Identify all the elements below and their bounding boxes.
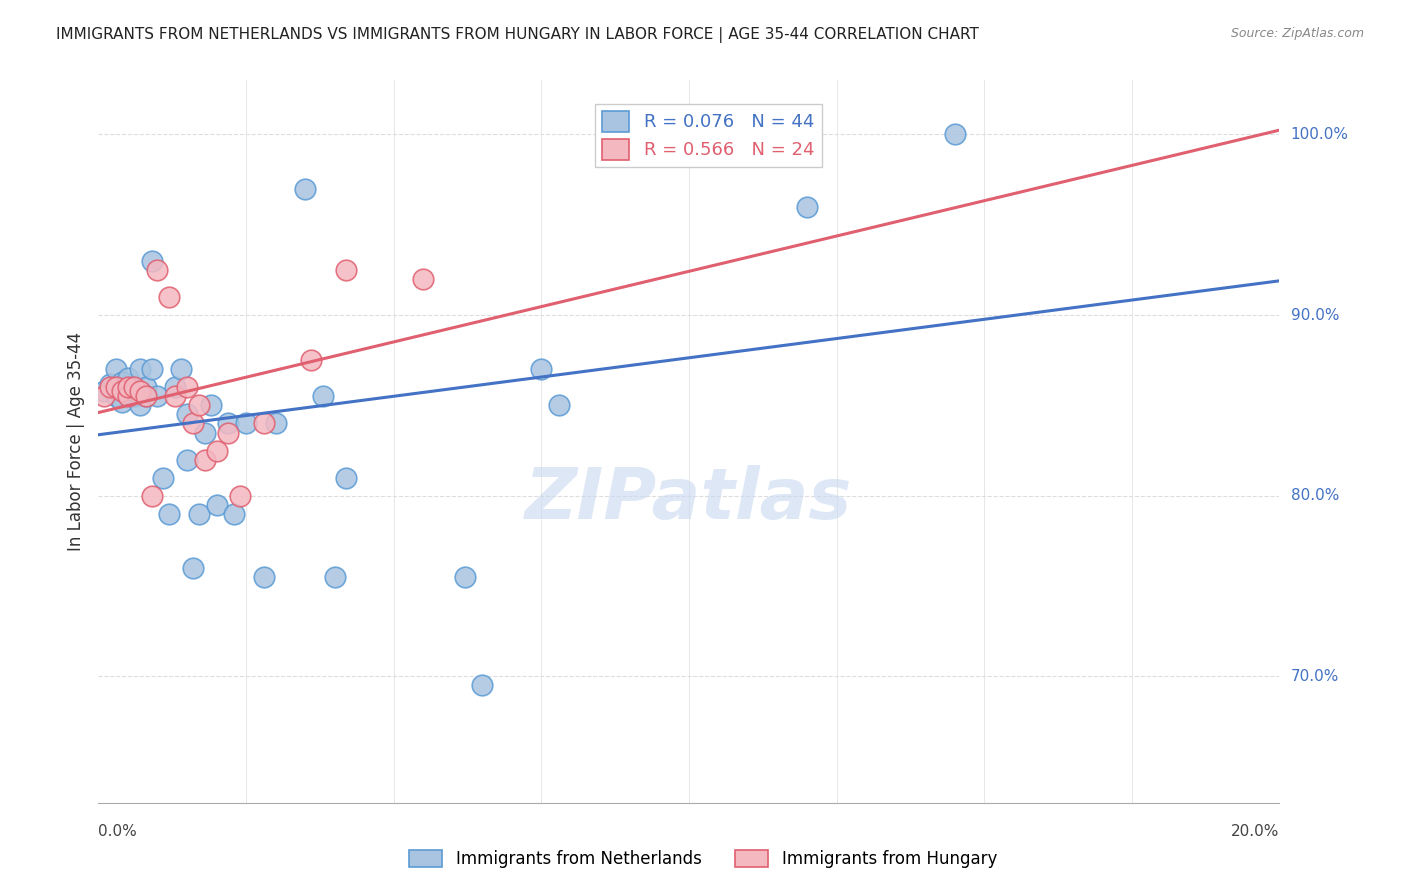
Immigrants from Netherlands xyxy=(224,507,246,521)
Immigrants from Hungary xyxy=(412,272,434,286)
Immigrants from Netherlands xyxy=(453,570,475,584)
Text: 20.0%: 20.0% xyxy=(1232,824,1279,839)
Text: ZIPatlas: ZIPatlas xyxy=(526,465,852,533)
Immigrants from Netherlands xyxy=(157,507,180,521)
Immigrants from Netherlands xyxy=(796,200,818,214)
Immigrants from Netherlands xyxy=(117,380,139,394)
Immigrants from Netherlands xyxy=(235,417,257,431)
Immigrants from Netherlands xyxy=(548,398,571,412)
Immigrants from Hungary xyxy=(141,489,163,503)
Immigrants from Hungary xyxy=(98,380,121,394)
Immigrants from Netherlands xyxy=(135,389,157,403)
Text: IMMIGRANTS FROM NETHERLANDS VS IMMIGRANTS FROM HUNGARY IN LABOR FORCE | AGE 35-4: IMMIGRANTS FROM NETHERLANDS VS IMMIGRANT… xyxy=(56,27,979,43)
Text: 0.0%: 0.0% xyxy=(98,824,138,839)
Immigrants from Netherlands xyxy=(165,380,187,394)
Immigrants from Hungary xyxy=(176,380,198,394)
Immigrants from Hungary xyxy=(128,384,150,398)
Text: 80.0%: 80.0% xyxy=(1291,488,1339,503)
Immigrants from Netherlands xyxy=(253,570,276,584)
Immigrants from Netherlands xyxy=(205,498,228,512)
Immigrants from Netherlands xyxy=(105,389,128,403)
Immigrants from Netherlands xyxy=(152,470,174,484)
Immigrants from Netherlands xyxy=(217,417,239,431)
Immigrants from Hungary xyxy=(299,353,322,368)
Immigrants from Hungary xyxy=(117,389,139,403)
Immigrants from Hungary xyxy=(335,263,357,277)
Immigrants from Netherlands xyxy=(117,371,139,385)
Immigrants from Netherlands xyxy=(128,398,150,412)
Y-axis label: In Labor Force | Age 35-44: In Labor Force | Age 35-44 xyxy=(66,332,84,551)
Immigrants from Netherlands xyxy=(93,384,115,398)
Immigrants from Hungary xyxy=(165,389,187,403)
Immigrants from Netherlands xyxy=(111,375,134,389)
Immigrants from Netherlands xyxy=(128,362,150,376)
Immigrants from Hungary xyxy=(181,417,204,431)
Immigrants from Netherlands xyxy=(98,376,121,391)
Immigrants from Netherlands xyxy=(943,128,966,142)
Immigrants from Hungary xyxy=(135,389,157,403)
Immigrants from Netherlands xyxy=(530,362,553,376)
Text: Source: ZipAtlas.com: Source: ZipAtlas.com xyxy=(1230,27,1364,40)
Immigrants from Hungary xyxy=(93,389,115,403)
Text: 100.0%: 100.0% xyxy=(1291,127,1348,142)
Immigrants from Hungary xyxy=(157,290,180,304)
Immigrants from Netherlands xyxy=(146,389,169,403)
Immigrants from Netherlands xyxy=(176,408,198,422)
Immigrants from Hungary xyxy=(229,489,252,503)
Legend: R = 0.076   N = 44, R = 0.566   N = 24: R = 0.076 N = 44, R = 0.566 N = 24 xyxy=(595,103,821,167)
Immigrants from Hungary xyxy=(187,398,209,412)
Immigrants from Hungary xyxy=(146,263,169,277)
Immigrants from Hungary xyxy=(117,380,139,394)
Immigrants from Netherlands xyxy=(122,389,145,403)
Legend: Immigrants from Netherlands, Immigrants from Hungary: Immigrants from Netherlands, Immigrants … xyxy=(402,843,1004,875)
Immigrants from Hungary xyxy=(194,452,217,467)
Immigrants from Netherlands xyxy=(323,570,346,584)
Immigrants from Netherlands xyxy=(187,507,209,521)
Immigrants from Hungary xyxy=(105,380,128,394)
Immigrants from Netherlands xyxy=(264,417,287,431)
Immigrants from Netherlands xyxy=(117,387,139,401)
Text: 90.0%: 90.0% xyxy=(1291,308,1339,323)
Immigrants from Netherlands xyxy=(122,384,145,398)
Immigrants from Hungary xyxy=(122,380,145,394)
Immigrants from Hungary xyxy=(205,443,228,458)
Immigrants from Netherlands xyxy=(141,253,163,268)
Immigrants from Hungary xyxy=(111,384,134,398)
Immigrants from Netherlands xyxy=(135,380,157,394)
Immigrants from Netherlands xyxy=(176,452,198,467)
Immigrants from Netherlands xyxy=(105,362,128,376)
Immigrants from Netherlands xyxy=(170,362,193,376)
Immigrants from Netherlands xyxy=(200,398,222,412)
Immigrants from Netherlands xyxy=(194,425,217,440)
Immigrants from Netherlands xyxy=(335,470,357,484)
Text: 70.0%: 70.0% xyxy=(1291,669,1339,684)
Immigrants from Netherlands xyxy=(111,394,134,409)
Immigrants from Netherlands xyxy=(471,678,494,692)
Immigrants from Hungary xyxy=(217,425,239,440)
Immigrants from Netherlands xyxy=(312,389,335,403)
Immigrants from Hungary xyxy=(253,417,276,431)
Immigrants from Netherlands xyxy=(141,362,163,376)
Immigrants from Netherlands xyxy=(294,181,316,195)
Immigrants from Netherlands xyxy=(181,561,204,575)
